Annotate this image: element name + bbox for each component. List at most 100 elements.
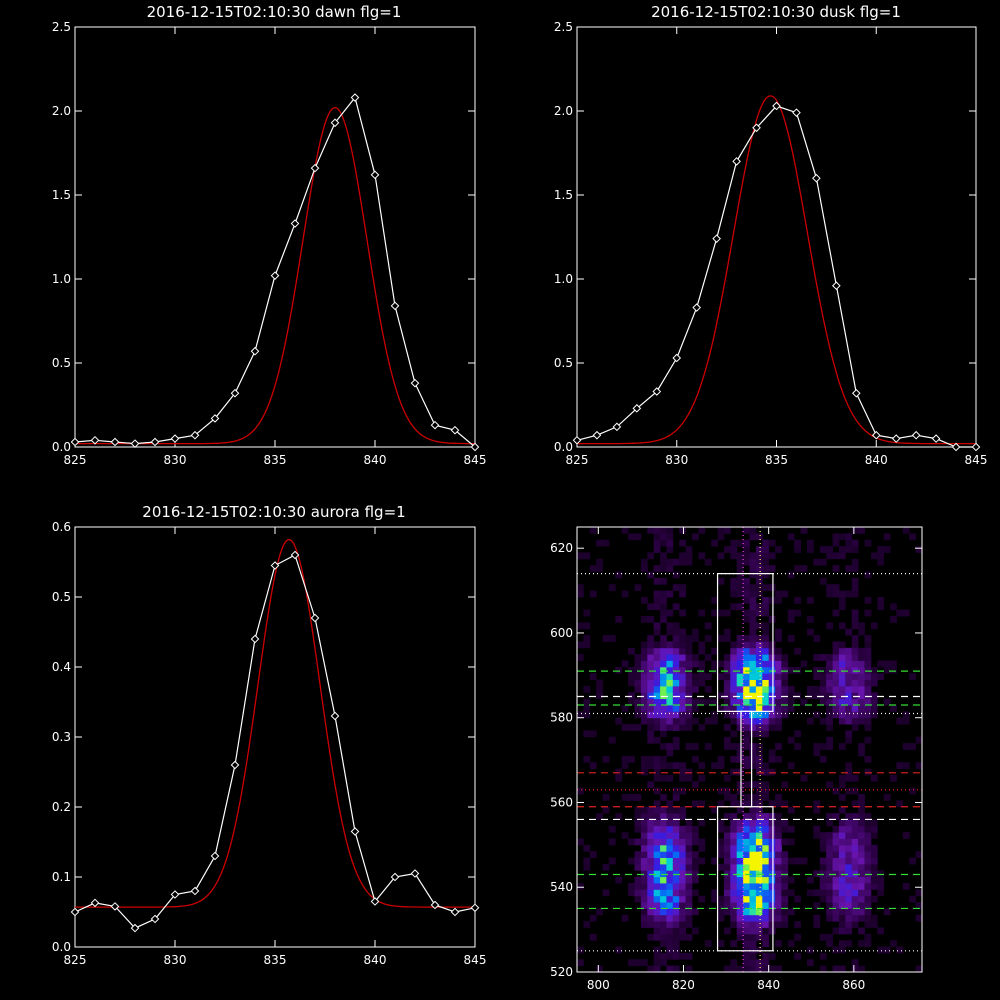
heatmap-cell [685,870,693,878]
heatmap-cell [736,584,744,591]
heatmap-cell [768,552,776,560]
heatmap-cell [666,813,674,820]
heatmap-cell [787,908,795,916]
heatmap-cell [851,883,859,890]
heatmap-cell [640,825,648,833]
heatmap-cell [858,743,865,750]
heatmap-cell [762,959,770,967]
heatmap-cell [877,870,885,878]
heatmap-cell [832,647,840,655]
heatmap-cell [666,952,674,960]
data-point-marker [210,414,220,423]
heatmap-cell [819,666,827,674]
heatmap-cell [736,552,744,560]
heatmap-cell [762,679,770,687]
data-point-marker [250,634,260,644]
heatmap-cell [787,685,795,693]
heatmap-cell [864,908,872,916]
heatmap-cell [787,705,795,712]
heatmap-cell [838,857,846,865]
heatmap-cell [621,660,629,668]
heatmap-cell [826,673,833,680]
heatmap-cell [666,685,674,693]
heatmap-cell [762,768,770,776]
heatmap-cell [653,844,661,852]
heatmap-cell [672,558,680,566]
heatmap-cell [864,755,872,763]
heatmap-cell [832,711,840,719]
heatmap-cell [864,711,872,719]
heatmap-cell [787,616,795,623]
heatmap-cell [838,825,846,833]
heatmap-cell [845,832,853,839]
heatmap-cell [596,685,603,693]
heatmap-cell [826,914,833,922]
data-point-marker [792,108,801,117]
heatmap-cell [864,705,872,712]
heatmap-cell [640,876,648,884]
heatmap-cell [851,959,859,967]
heatmap-cell [660,895,667,903]
heatmap-cell [647,908,655,916]
heatmap-cell [660,692,667,700]
heatmap-cell [723,838,731,846]
heatmap-cell [845,857,853,865]
heatmap-cell [909,743,916,750]
heatmap-cell [685,851,693,858]
heatmap-cell [723,660,731,668]
heatmap-cell [723,635,731,642]
heatmap-cell [743,844,750,852]
heatmap-cell [775,743,782,750]
heatmap-cell [845,927,853,935]
heatmap-cell [775,902,782,909]
heatmap-cell [685,635,693,642]
heatmap-cell [679,692,686,700]
heatmap-cell [653,596,661,604]
heatmap-cell [666,717,674,725]
heatmap-cell [775,921,782,928]
heatmap-cell [704,654,712,661]
heatmap-cell [640,698,648,706]
heatmap-cell [640,660,648,668]
heatmap-cell [736,577,744,585]
heatmap-cell [826,711,833,719]
heatmap-cell [775,819,782,827]
data-point-marker [90,898,100,908]
heatmap-cell [583,844,591,852]
y-tick-label: 2.0 [554,104,573,118]
heatmap-cell [749,679,757,687]
heatmap-cell [647,685,655,693]
heatmap-cell [743,552,750,560]
heatmap-cell [749,876,757,884]
heatmap-cell [826,933,833,941]
heatmap-cell [819,844,827,852]
heatmap-cell [749,558,757,566]
heatmap-cell [743,863,750,871]
data-point-marker [911,430,921,440]
heatmap-cell [845,647,853,655]
heatmap-cell [743,666,750,674]
heatmap-cell [743,736,750,744]
heatmap-cell [679,825,686,833]
heatmap-cell [781,921,789,928]
heatmap-cell [736,857,744,865]
heatmap-cell [672,673,680,680]
heatmap-cell [800,565,808,572]
heatmap-cell [851,965,859,973]
heatmap-cell [717,895,725,903]
heatmap-cell [838,819,846,827]
heatmap-cell [666,647,674,655]
heatmap-cell [762,698,770,706]
heatmap-cell [807,692,814,700]
heatmap-cell [653,774,661,782]
heatmap-cell [672,698,680,706]
heatmap-cell [845,844,853,852]
data-point-marker [270,561,280,570]
heatmap-cell [736,590,744,598]
heatmap-cell [883,546,891,553]
heatmap-cell [755,768,763,776]
heatmap-cell [647,965,655,973]
heatmap-cell [864,914,872,922]
heatmap-cell [647,883,655,890]
heatmap-cell [653,946,661,954]
